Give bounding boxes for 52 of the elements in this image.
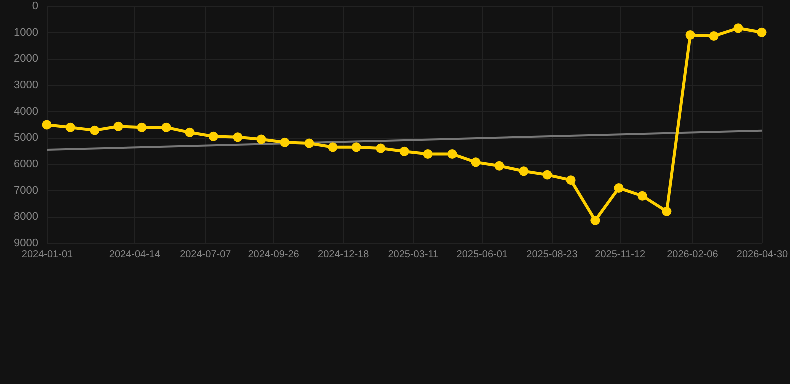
point	[280, 138, 290, 148]
point	[423, 150, 433, 159]
y-tick-label: 4000	[14, 106, 38, 118]
point	[90, 126, 100, 136]
x-tick-label: 2025-06-01	[456, 250, 508, 260]
y-tick-label: 3000	[14, 80, 38, 92]
y-tick-label: 1000	[14, 26, 38, 39]
point	[757, 28, 767, 38]
x-tick-label: 2026-04-30	[736, 250, 789, 260]
x-tick-label: 2024-01-01	[22, 250, 74, 260]
point	[256, 134, 266, 144]
y-tick-label: 7000	[14, 184, 38, 197]
point	[709, 32, 719, 42]
point	[352, 142, 362, 152]
point	[566, 176, 576, 186]
point	[734, 24, 744, 34]
point	[304, 138, 314, 148]
x-tick-label: 2024-04-14	[109, 250, 161, 260]
point	[42, 120, 52, 130]
x-tick-label: 2024-07-07	[180, 250, 232, 260]
point	[185, 128, 195, 138]
point	[494, 161, 504, 171]
y-tick-label: 9000	[14, 238, 38, 250]
x-tick-label: 2025-08-23	[526, 250, 578, 260]
y-tick-label: 5000	[14, 132, 38, 144]
point	[114, 122, 124, 132]
point	[376, 144, 386, 154]
y-tick-label: 0	[32, 0, 38, 12]
point	[137, 122, 147, 132]
x-tick-label: 2026-02-06	[667, 250, 719, 260]
x-tick-label: 2025-11-12	[595, 250, 646, 260]
point	[686, 30, 696, 40]
x-tick-label: 2025-03-11	[388, 250, 440, 260]
point	[662, 206, 672, 216]
y-tick-label: 6000	[14, 158, 38, 170]
point	[162, 122, 172, 132]
point	[448, 150, 458, 159]
point	[614, 183, 624, 193]
point	[328, 142, 338, 152]
point	[590, 216, 600, 226]
point	[233, 132, 243, 142]
point	[519, 166, 529, 176]
x-tick-label: 2024-09-26	[248, 250, 300, 260]
point	[208, 132, 218, 142]
point	[66, 122, 76, 132]
y-tick-label: 8000	[14, 211, 38, 224]
y-tick-label: 2000	[14, 53, 38, 66]
point	[471, 158, 481, 168]
point	[638, 191, 648, 201]
point	[542, 170, 552, 180]
x-tick-label: 2024-12-18	[318, 250, 370, 260]
point	[400, 146, 410, 156]
